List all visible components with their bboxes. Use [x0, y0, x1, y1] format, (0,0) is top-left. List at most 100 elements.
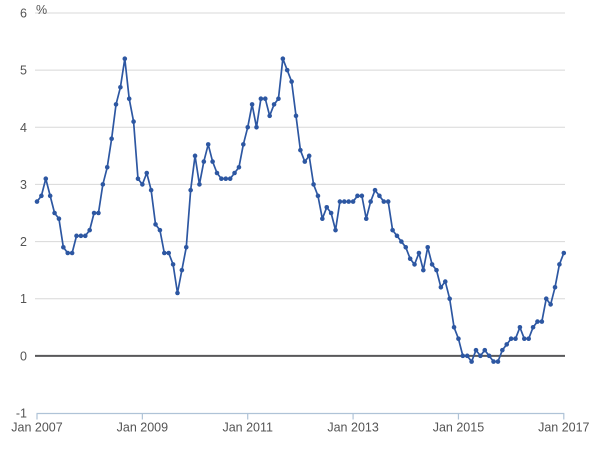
data-point: [43, 176, 49, 182]
data-point: [412, 262, 417, 267]
data-point: [245, 124, 251, 130]
data-point: [179, 267, 185, 273]
data-point: [526, 336, 531, 342]
y-tick-label: 4: [20, 121, 27, 135]
data-point: [175, 290, 180, 296]
data-point: [104, 164, 110, 170]
data-point: [425, 244, 431, 250]
y-tick-label: -1: [16, 407, 27, 421]
data-point: [192, 153, 198, 159]
data-point: [219, 176, 224, 182]
data-point: [355, 193, 360, 199]
data-point: [157, 227, 163, 233]
data-point: [214, 170, 220, 176]
data-point: [438, 284, 444, 290]
data-point: [109, 136, 114, 142]
data-point: [429, 262, 435, 267]
data-point: [530, 324, 536, 330]
data-point: [298, 147, 303, 153]
x-tick-label: Jan 2017: [538, 421, 589, 435]
y-tick-label: 2: [20, 235, 27, 249]
data-point: [434, 267, 439, 273]
data-point: [47, 193, 53, 199]
data-point: [227, 176, 233, 182]
data-point: [469, 359, 474, 364]
data-point: [74, 233, 79, 239]
data-point: [267, 113, 272, 119]
data-point: [39, 193, 44, 199]
data-point: [258, 96, 264, 102]
data-point: [407, 256, 413, 262]
data-point: [342, 199, 347, 204]
data-point: [113, 102, 119, 107]
data-point: [249, 102, 255, 107]
y-tick-label: 3: [20, 178, 27, 192]
y-tick-label: 1: [20, 292, 27, 306]
data-point: [333, 227, 338, 233]
x-tick-label: Jan 2011: [222, 421, 273, 435]
data-point: [61, 244, 66, 250]
data-point: [197, 182, 202, 187]
data-point: [548, 302, 553, 307]
data-point: [210, 159, 215, 164]
data-point: [442, 279, 448, 284]
data-point: [416, 250, 422, 256]
data-point: [390, 227, 395, 233]
data-point: [302, 159, 308, 164]
data-point: [495, 359, 501, 364]
data-point: [78, 233, 84, 239]
data-point: [464, 353, 470, 359]
data-point: [535, 319, 540, 324]
data-point: [144, 170, 150, 176]
data-point: [486, 353, 492, 359]
data-point: [82, 233, 88, 239]
data-point: [328, 210, 334, 216]
y-tick-label: 5: [20, 64, 27, 78]
data-point: [34, 199, 40, 204]
data-point: [96, 210, 101, 216]
data-point: [153, 222, 158, 227]
data-point: [284, 67, 290, 73]
data-point: [473, 347, 479, 353]
data-point: [500, 347, 505, 353]
data-point: [543, 296, 549, 302]
data-point: [346, 199, 351, 204]
data-point: [87, 227, 92, 233]
data-point: [456, 336, 461, 342]
data-point: [403, 244, 409, 250]
data-point: [552, 284, 558, 290]
data-point: [306, 153, 312, 159]
data-point: [271, 102, 277, 107]
data-point: [69, 250, 75, 256]
data-point: [521, 336, 527, 342]
data-point: [363, 216, 369, 222]
data-point: [561, 250, 567, 256]
data-point: [91, 210, 97, 216]
data-point: [293, 113, 299, 119]
data-point: [135, 176, 141, 182]
x-tick-label: Jan 2015: [433, 421, 484, 435]
data-point: [421, 267, 426, 273]
y-axis-unit-label: %: [36, 3, 47, 17]
data-point: [372, 187, 378, 193]
data-point: [201, 159, 207, 164]
data-point: [557, 262, 562, 267]
data-point: [56, 216, 62, 222]
data-point: [394, 233, 400, 239]
data-point: [289, 79, 294, 84]
data-point: [460, 353, 466, 359]
data-point: [368, 199, 373, 204]
data-point: [140, 182, 145, 187]
data-point: [241, 142, 246, 147]
data-point: [205, 142, 211, 147]
data-point: [170, 262, 176, 267]
data-point: [315, 193, 321, 199]
data-point: [126, 96, 132, 102]
data-point: [223, 176, 229, 182]
data-point: [539, 319, 545, 324]
data-point: [508, 336, 514, 342]
data-point: [350, 199, 356, 204]
data-point: [517, 324, 523, 330]
y-tick-label: 0: [20, 349, 27, 363]
x-tick-label: Jan 2009: [117, 421, 168, 435]
